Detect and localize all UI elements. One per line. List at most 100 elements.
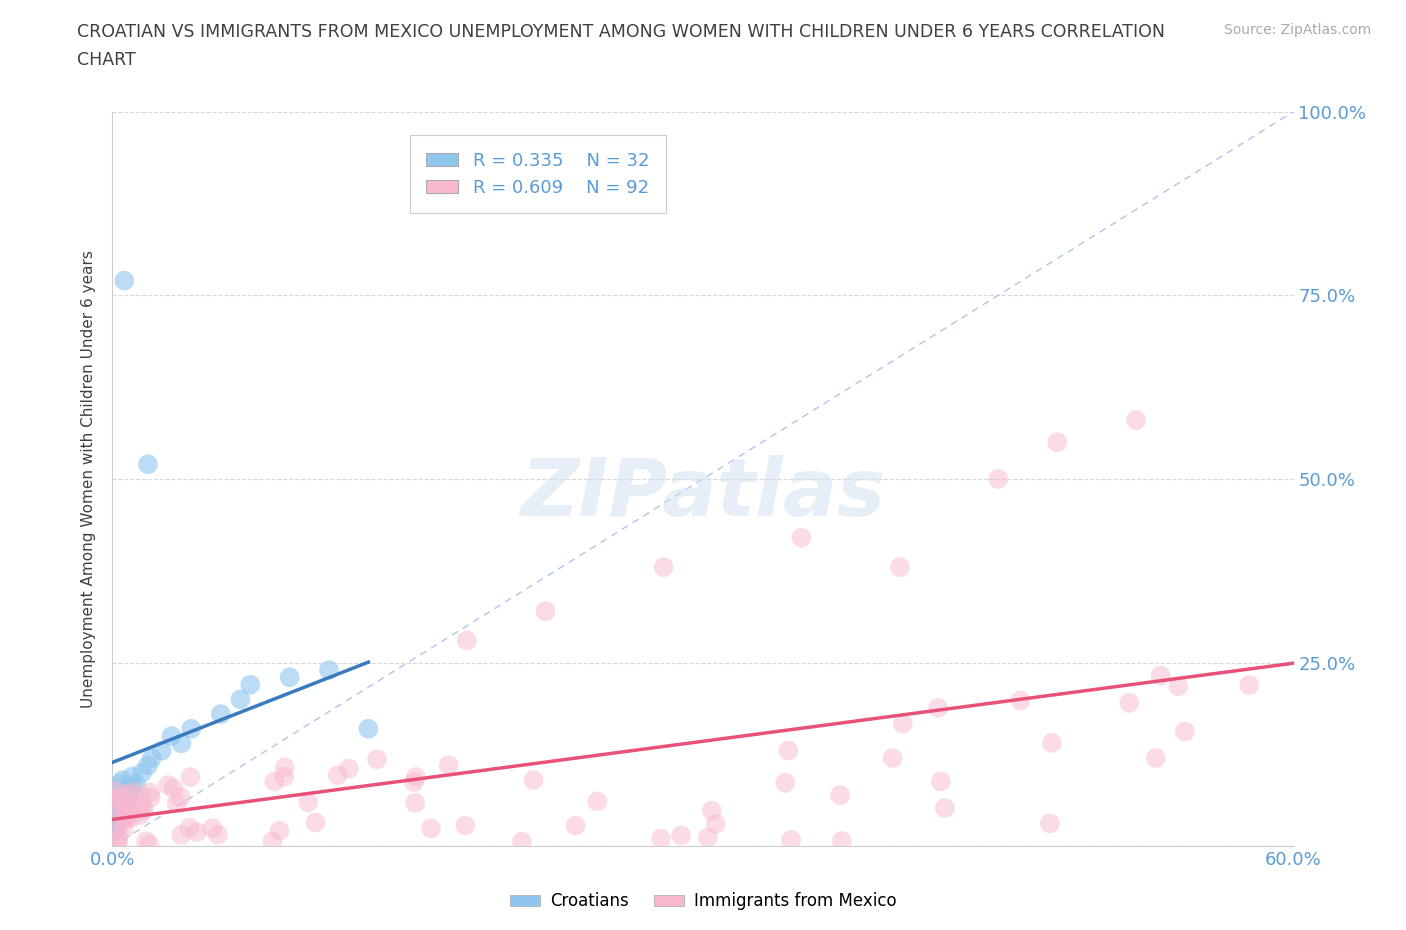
Point [831,833,853,848]
Point [891,716,914,731]
Point [1167,679,1189,694]
Point [150,743,173,758]
Point [107,835,129,850]
Point [1118,696,1140,711]
Point [121,769,143,784]
Point [1040,736,1063,751]
Point [111,795,134,810]
Point [135,834,157,849]
Point [318,662,340,677]
Point [125,777,148,791]
Point [564,818,586,833]
Point [104,784,127,799]
Point [114,810,136,825]
Text: CROATIAN VS IMMIGRANTS FROM MEXICO UNEMPLOYMENT AMONG WOMEN WITH CHILDREN UNDER : CROATIAN VS IMMIGRANTS FROM MEXICO UNEMP… [77,23,1166,41]
Point [366,751,388,766]
Point [357,722,380,737]
Point [112,273,135,288]
Point [136,457,159,472]
Point [882,751,904,765]
Point [704,817,727,831]
Point [1046,435,1069,450]
Point [132,803,155,817]
Point [1174,724,1197,739]
Point [262,834,284,849]
Point [103,824,125,839]
Point [141,751,163,765]
Point [304,815,326,830]
Point [169,790,191,804]
Point [263,774,285,789]
Point [112,788,135,803]
Point [402,775,425,790]
Point [1149,668,1171,683]
Point [110,791,132,806]
Point [1039,816,1062,830]
Point [456,633,478,648]
Point [139,790,162,805]
Point [104,796,127,811]
Point [107,829,129,844]
Point [180,722,202,737]
Point [273,769,295,784]
Point [534,604,557,618]
Text: ZIPatlas: ZIPatlas [520,455,886,533]
Point [136,758,159,773]
Legend: Croatians, Immigrants from Mexico: Croatians, Immigrants from Mexico [503,885,903,917]
Point [404,795,426,810]
Point [110,802,132,817]
Point [105,795,128,810]
Point [209,707,232,722]
Point [139,785,162,800]
Point [104,791,127,806]
Point [115,780,138,795]
Text: CHART: CHART [77,51,136,69]
Point [128,798,150,813]
Point [120,784,142,799]
Point [186,825,208,840]
Point [889,560,911,575]
Point [115,800,138,815]
Point [107,809,129,824]
Point [117,791,139,806]
Point [700,804,723,818]
Point [278,670,301,684]
Text: Source: ZipAtlas.com: Source: ZipAtlas.com [1223,23,1371,37]
Point [131,765,153,780]
Point [297,795,319,810]
Point [669,828,692,843]
Point [162,781,184,796]
Point [121,780,143,795]
Point [105,833,128,848]
Point [131,799,153,814]
Point [107,788,129,803]
Point [179,820,201,835]
Point [166,796,188,811]
Point [1144,751,1167,765]
Point [586,794,609,809]
Point [111,799,134,814]
Point [927,700,949,715]
Point [274,760,297,775]
Point [790,530,813,545]
Point [110,817,132,831]
Point [1010,693,1032,708]
Point [929,774,952,789]
Point [114,807,136,822]
Point [830,788,852,803]
Point [110,811,132,826]
Point [160,729,183,744]
Point [778,743,800,758]
Point [201,820,224,835]
Point [111,773,134,788]
Point [122,784,145,799]
Point [239,677,262,692]
Point [229,692,252,707]
Point [405,769,427,784]
Point [129,789,152,804]
Point [170,736,193,751]
Point [420,821,443,836]
Point [110,777,132,791]
Point [696,830,718,845]
Point [652,560,675,575]
